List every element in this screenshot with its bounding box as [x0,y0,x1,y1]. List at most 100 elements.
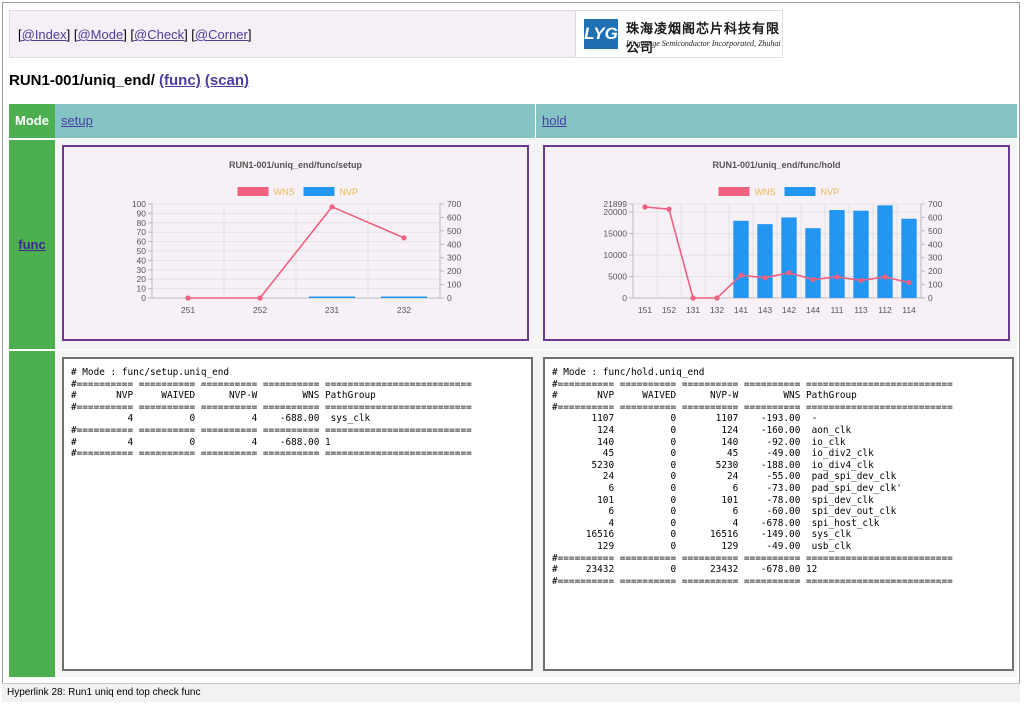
logo-mark: LYG [584,19,618,49]
company-logo: LYG 珠海凌烟阁芯片科技有限公司 Lingyange Semiconducto… [575,11,782,57]
y-right-tick-label: 500 [928,226,942,236]
y-left-tick-label: 10000 [603,250,627,260]
nvp-bar [853,210,869,298]
setup-report-box: # Mode : func/setup.uniq_end #==========… [62,357,533,671]
hold-report-box: # Mode : func/hold.uniq_end #========== … [543,357,1014,671]
wns-point [906,279,912,286]
y-right-tick-label: 400 [928,239,942,249]
y-right-tick-label: 600 [447,212,461,222]
y-right-tick-label: 600 [928,212,942,222]
nvp-bar [829,210,845,298]
scan-link[interactable]: (scan) [204,72,250,89]
y-left-tick-label: 0 [141,293,146,303]
y-right-tick-label: 100 [447,280,461,290]
legend-wns-label: WNS [755,187,776,197]
x-tick-label: 114 [902,305,916,315]
legend-wns-label: WNS [274,187,295,197]
report-row-label [9,350,55,677]
wns-point [666,206,672,212]
nvp-bar [733,220,749,298]
x-tick-label: 152 [662,305,676,315]
y-right-tick-label: 300 [447,253,461,263]
y-right-tick-label: 200 [447,266,461,276]
y-right-tick-label: 700 [447,199,461,209]
y-left-tick-label: 40 [137,255,147,265]
nvp-bar [901,218,917,298]
y-left-tick-label: 20 [137,274,147,284]
y-right-tick-label: 400 [447,239,461,249]
nav-link-corner[interactable]: @Corner [194,27,248,42]
func-link[interactable]: (func) [159,72,201,89]
hold-link[interactable]: hold [542,113,567,128]
y-left-tick-label: 100 [132,199,146,209]
x-tick-label: 113 [854,305,868,315]
y-right-tick-label: 700 [928,199,942,209]
y-left-tick-label: 60 [137,237,147,247]
y-left-tick-label: 90 [137,208,147,218]
y-left-tick-label: 30 [137,265,147,275]
wns-point [257,295,263,301]
wns-line [644,206,910,299]
nav-link-check[interactable]: @Check [134,27,185,42]
x-tick-label: 151 [638,305,652,315]
top-navigation-bar: [@Index] [@Mode] [@Check] [@Corner] LYG … [9,10,783,58]
wns-point [834,274,840,280]
nvp-bar [380,296,428,298]
hold-header-cell: hold [536,104,1017,138]
y-left-tick-label: 20000 [603,207,627,217]
wns-point [882,274,888,280]
wns-point [690,295,696,301]
y-right-tick-label: 100 [928,280,942,290]
chart-title: RUN1-001/uniq_end/func/hold [712,160,840,170]
y-left-tick-label: 70 [137,227,147,237]
page-title-path: RUN1-001/uniq_end/ [9,72,160,89]
setup-link[interactable]: setup [61,113,93,128]
nav-link-index[interactable]: @Index [21,27,67,42]
legend-nvp-swatch [784,187,816,196]
hold-report-text: # Mode : func/hold.uniq_end #========== … [552,367,953,587]
y-left-tick-label: 50 [137,246,147,256]
nvp-bar [805,228,821,298]
y-left-tick-label: 10 [137,284,147,294]
wns-line [188,205,405,299]
setup-report-text: # Mode : func/setup.uniq_end #==========… [71,367,472,460]
nav-link-mode[interactable]: @Mode [77,27,124,42]
y-left-tick-label: 15000 [603,229,627,239]
wns-point [714,295,720,301]
wns-point [642,204,648,210]
x-tick-label: 111 [831,305,844,315]
x-tick-label: 232 [397,305,411,315]
y-left-tick-label: 80 [137,218,147,228]
chart-title: RUN1-001/uniq_end/func/setup [229,160,363,170]
logo-chinese-name: 珠海凌烟阁芯片科技有限公司 [626,22,781,56]
x-tick-label: 143 [758,305,772,315]
page-title: RUN1-001/uniq_end/ (func) (scan) [9,72,249,89]
wns-point [762,275,768,281]
y-right-tick-label: 300 [928,253,942,263]
logo-english-name: Lingyange Semiconductor Incorporated, Zh… [626,39,781,48]
wns-point [858,277,864,284]
x-tick-label: 231 [325,305,339,315]
legend-nvp-label: NVP [821,187,840,197]
legend-wns-swatch [237,187,269,196]
func-row-link[interactable]: func [18,237,46,252]
hold-chart-box: RUN1-001/uniq_end/func/hold WNS NVP 0 5000 10… [543,145,1010,341]
y-right-tick-label: 0 [447,293,452,303]
wns-point [810,276,816,283]
mode-header: Mode [9,104,55,138]
x-tick-label: 132 [710,305,724,315]
y-right-tick-label: 200 [928,266,942,276]
setup-chart-box: RUN1-001/uniq_end/func/setup WNS NVP 0 10 20 3… [62,145,529,341]
x-tick-label: 131 [686,305,700,315]
x-tick-label: 112 [878,305,892,315]
legend-nvp-label: NVP [340,187,359,197]
nvp-bar [781,217,797,298]
wns-point [401,235,407,241]
nvp-bar [757,224,773,298]
nvp-bar [308,296,356,298]
x-tick-label: 252 [253,305,267,315]
legend-wns-swatch [718,187,750,196]
status-bar: Hyperlink 28: Run1 uniq end top check fu… [2,683,1020,702]
